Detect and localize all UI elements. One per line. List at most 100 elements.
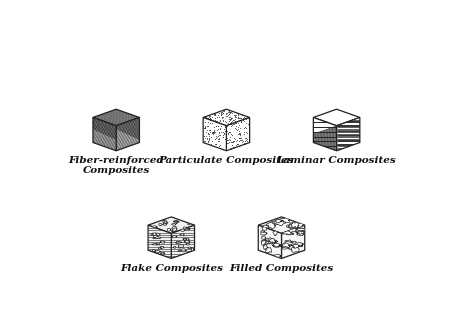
Point [246, 134, 253, 139]
Point [242, 137, 250, 142]
Point [240, 132, 247, 137]
Polygon shape [93, 118, 116, 151]
Point [243, 116, 250, 121]
Point [221, 118, 228, 123]
Point [206, 137, 213, 142]
Point [232, 123, 240, 129]
Point [220, 130, 228, 135]
Point [225, 122, 233, 127]
Point [213, 134, 220, 140]
Point [203, 136, 211, 142]
Point [225, 129, 233, 134]
Point [211, 129, 219, 134]
Polygon shape [153, 237, 158, 239]
Polygon shape [292, 244, 300, 248]
Point [201, 119, 209, 124]
Point [228, 110, 236, 116]
Point [235, 131, 243, 136]
Point [228, 115, 236, 120]
Point [204, 132, 211, 137]
Point [224, 132, 232, 137]
Point [202, 135, 210, 141]
Point [203, 128, 211, 133]
Point [215, 110, 223, 116]
Point [205, 124, 212, 129]
Point [201, 124, 209, 129]
Polygon shape [282, 243, 290, 247]
Point [212, 123, 219, 129]
Point [246, 117, 253, 122]
Point [239, 139, 246, 144]
Point [234, 115, 242, 120]
Point [234, 114, 242, 120]
Point [233, 127, 240, 133]
Point [235, 126, 242, 131]
Polygon shape [188, 223, 190, 225]
Point [201, 125, 209, 130]
Point [200, 115, 208, 120]
Point [222, 112, 229, 117]
Point [232, 143, 240, 148]
Point [201, 139, 208, 144]
Polygon shape [171, 230, 175, 232]
Point [228, 140, 235, 145]
Polygon shape [270, 238, 275, 242]
Point [236, 144, 243, 149]
Point [219, 118, 226, 124]
Point [228, 132, 236, 137]
Point [228, 116, 235, 121]
Point [230, 112, 238, 117]
Point [227, 137, 234, 142]
Point [218, 112, 225, 117]
Point [237, 117, 244, 122]
Polygon shape [265, 240, 276, 244]
Polygon shape [178, 250, 181, 252]
Point [227, 111, 234, 116]
Point [215, 135, 223, 141]
Polygon shape [285, 240, 292, 243]
Point [204, 138, 212, 143]
Point [231, 120, 239, 125]
Polygon shape [294, 242, 304, 245]
Point [205, 135, 212, 140]
Polygon shape [289, 244, 294, 250]
Point [227, 110, 234, 115]
Polygon shape [261, 240, 266, 245]
Polygon shape [337, 118, 360, 151]
Polygon shape [286, 224, 296, 229]
Polygon shape [160, 252, 165, 254]
Point [226, 121, 234, 126]
Polygon shape [152, 226, 157, 228]
Point [235, 135, 243, 141]
Point [211, 112, 219, 117]
Point [232, 121, 239, 126]
Point [232, 139, 240, 144]
Point [201, 139, 209, 144]
Point [229, 140, 237, 145]
Point [235, 139, 243, 144]
Polygon shape [160, 241, 165, 243]
Polygon shape [163, 220, 165, 222]
Polygon shape [154, 235, 158, 238]
Point [210, 130, 218, 135]
Point [228, 121, 236, 126]
Polygon shape [180, 229, 185, 231]
Point [202, 115, 210, 120]
Polygon shape [183, 238, 187, 240]
Point [214, 126, 222, 132]
Polygon shape [295, 230, 303, 232]
Polygon shape [163, 223, 167, 225]
Point [230, 138, 237, 144]
Point [212, 118, 220, 123]
Point [236, 125, 243, 131]
Point [231, 121, 238, 127]
Point [210, 111, 218, 116]
Polygon shape [294, 228, 302, 232]
Point [219, 110, 227, 115]
Point [222, 143, 229, 149]
Point [223, 141, 231, 146]
Point [227, 120, 235, 125]
Point [224, 110, 231, 115]
Point [241, 116, 249, 121]
Polygon shape [186, 227, 188, 228]
